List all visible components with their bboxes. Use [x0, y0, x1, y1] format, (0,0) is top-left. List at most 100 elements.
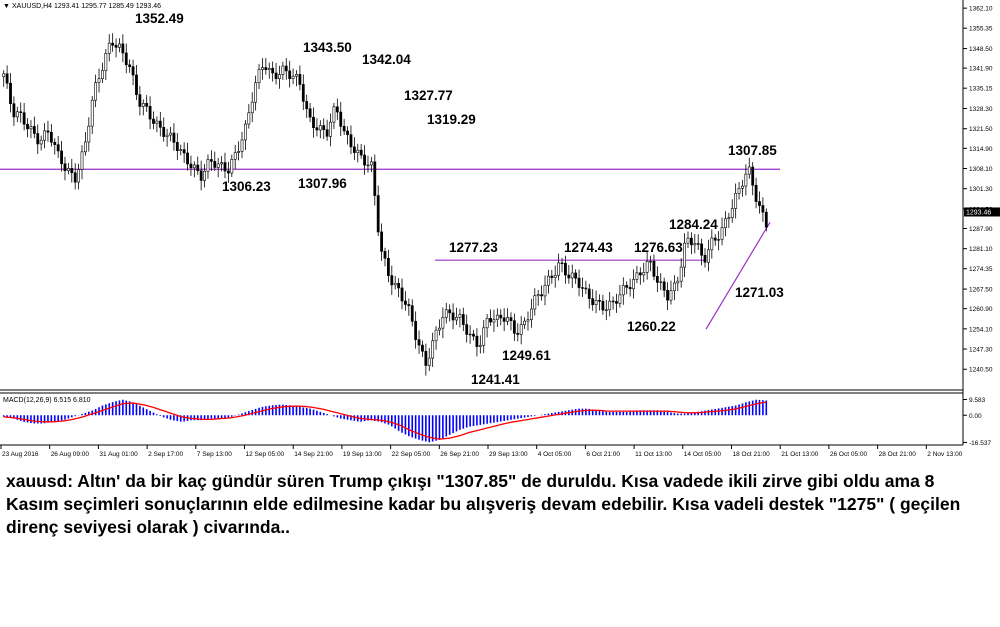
- candle-body: [410, 305, 414, 322]
- annotation-label: 1307.85: [728, 143, 777, 158]
- candle-body: [764, 211, 768, 228]
- annotation-label: 1343.50: [303, 40, 352, 55]
- candle-body: [244, 123, 247, 141]
- candle-body: [165, 134, 169, 137]
- candle-body: [186, 152, 189, 165]
- candle-body: [53, 141, 57, 145]
- candle-body: [49, 131, 53, 143]
- candle-body: [587, 288, 591, 299]
- chevron-down-icon[interactable]: ▼: [3, 3, 10, 10]
- candle-body: [417, 339, 421, 346]
- price-tick-label: 1254.10: [969, 326, 993, 333]
- candle-body: [615, 301, 618, 304]
- candle-body: [339, 111, 343, 127]
- candle-body: [298, 74, 302, 85]
- candle-body: [710, 237, 714, 251]
- candle-body: [240, 139, 244, 152]
- candle-body: [97, 78, 101, 83]
- price-chart[interactable]: 1362.10 1355.35 1348.50 1341.90 1335.15 1328.…: [0, 0, 1000, 460]
- candle-body: [720, 227, 724, 240]
- candle-body: [189, 163, 193, 169]
- macd-tick-label: 0.00: [969, 413, 982, 420]
- candle-body: [625, 285, 629, 288]
- annotation-label: 1319.29: [427, 112, 476, 127]
- candle-body: [390, 275, 394, 286]
- candle-body: [506, 317, 509, 322]
- price-tick-label: 1260.90: [969, 306, 993, 313]
- candle-body: [455, 317, 458, 321]
- candle-body: [608, 300, 612, 311]
- candle-body: [761, 205, 765, 213]
- candle-body: [223, 162, 227, 172]
- trend-line[interactable]: [705, 221, 771, 330]
- candle-body: [203, 170, 206, 181]
- candle-body: [741, 185, 744, 189]
- candle-body: [393, 282, 397, 286]
- candle-body: [111, 42, 115, 46]
- candle-body: [9, 82, 12, 104]
- chart-area[interactable]: 1362.10 1355.35 1348.50 1341.90 1335.15 1328.…: [0, 0, 1000, 460]
- price-tick-label: 1267.50: [969, 287, 993, 294]
- candle-body: [169, 132, 172, 136]
- annotation-label: 1271.03: [735, 285, 784, 300]
- candle-body: [703, 254, 707, 263]
- candle-body: [383, 251, 387, 259]
- candle-body: [281, 65, 285, 75]
- candle-body: [604, 309, 608, 311]
- time-tick-label: 29 Sep 13:00: [489, 451, 528, 458]
- candle-body: [482, 327, 486, 346]
- candle-body: [526, 319, 530, 322]
- candle-body: [478, 345, 482, 347]
- candle-body: [12, 103, 16, 118]
- price-tick-label: 1240.50: [969, 367, 993, 374]
- candle-body: [758, 201, 761, 206]
- candle-body: [516, 332, 520, 335]
- candle-body: [43, 130, 46, 141]
- candle-body: [363, 154, 366, 166]
- macd-tick-label: -16.537: [969, 440, 991, 447]
- candle-body: [628, 287, 632, 290]
- candle-body: [66, 168, 70, 171]
- candle-body: [342, 126, 346, 132]
- candle-body: [387, 257, 390, 276]
- candle-body: [2, 73, 6, 78]
- price-tick-label: 1341.90: [969, 66, 993, 73]
- time-tick-label: 7 Sep 13:00: [197, 451, 232, 458]
- candle-body: [461, 314, 465, 325]
- annotation-label: 1342.04: [362, 52, 411, 67]
- candle-body: [421, 344, 424, 352]
- price-tick-label: 1274.35: [969, 266, 993, 273]
- candle-body: [196, 164, 200, 172]
- candle-body: [141, 103, 145, 107]
- candle-body: [427, 357, 431, 366]
- candle-body: [458, 314, 462, 318]
- candle-body: [315, 127, 319, 131]
- symbol-header: XAUUSD,H4 1293.41 1295.77 1285.49 1293.4…: [12, 3, 161, 10]
- candle-body: [404, 300, 407, 305]
- candle-body: [489, 318, 492, 323]
- candle-body: [90, 99, 94, 127]
- candle-body: [15, 111, 19, 118]
- candle-body: [312, 116, 315, 128]
- price-tick-label: 1281.10: [969, 246, 993, 253]
- candle-body: [744, 173, 748, 187]
- candle-body: [683, 242, 686, 268]
- candle-body: [540, 294, 544, 297]
- price-tick-label: 1328.30: [969, 106, 993, 113]
- candle-body: [199, 170, 203, 181]
- annotation-label: 1241.41: [471, 372, 520, 387]
- price-tick-label: 1287.90: [969, 226, 993, 233]
- candle-body: [679, 266, 683, 282]
- candle-body: [397, 282, 401, 289]
- candle-body: [29, 126, 33, 130]
- candle-body: [107, 42, 111, 54]
- candle-body: [325, 129, 329, 137]
- candle-body: [257, 69, 261, 83]
- candle-body: [737, 187, 741, 194]
- candle-body: [118, 43, 121, 48]
- candle-body: [230, 159, 234, 174]
- candle-body: [495, 314, 499, 320]
- candle-body: [94, 82, 98, 101]
- candle-body: [601, 300, 605, 311]
- candle-body: [598, 300, 601, 302]
